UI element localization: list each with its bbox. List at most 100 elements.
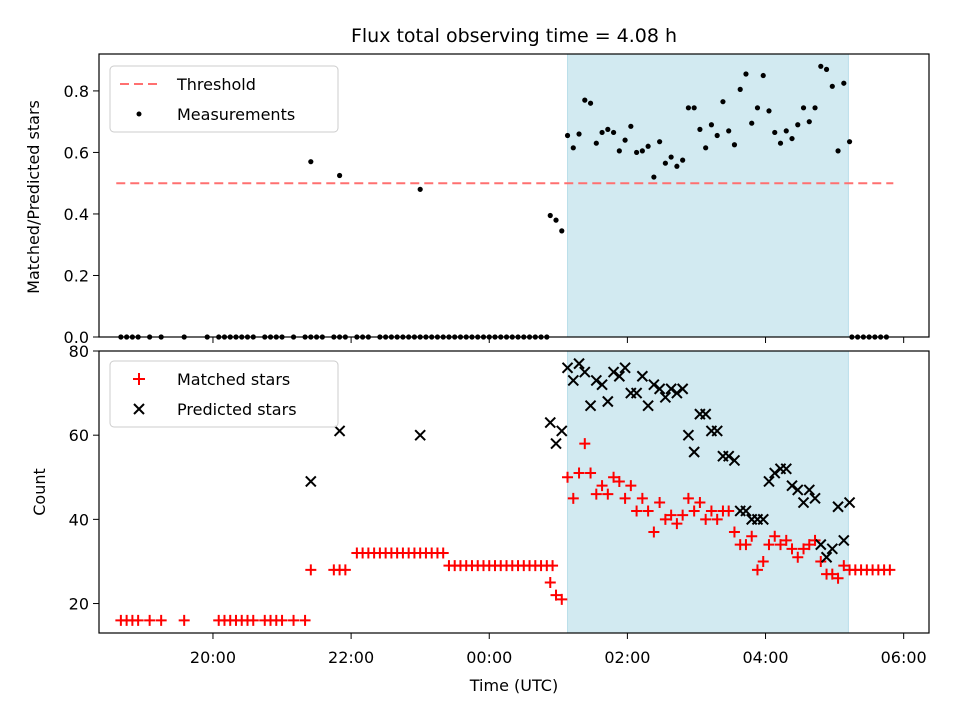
predicted-stars-points <box>305 357 856 563</box>
measurement-point <box>800 105 807 111</box>
matched-stars-point <box>769 530 781 542</box>
matched-stars-point <box>786 543 798 555</box>
y-tick-label: 0.4 <box>64 205 89 224</box>
measurement-point <box>634 149 640 156</box>
top-axes-frame <box>98 53 930 338</box>
measurement-point <box>616 148 622 154</box>
matched-stars-point <box>619 492 631 504</box>
y-tick-label: 20 <box>69 595 89 614</box>
x-tick-label: 00:00 <box>466 648 512 667</box>
matched-stars-point <box>562 471 574 483</box>
measurement-point <box>737 86 743 92</box>
measurement-point <box>772 129 778 136</box>
measurement-point <box>720 99 726 105</box>
top-y-ticks: 0.0 0.2 0.4 0.6 0.8 <box>64 82 99 347</box>
predicted-stars-point <box>803 484 815 496</box>
predicted-stars-point <box>820 551 833 563</box>
matched-stars-point <box>608 471 620 483</box>
matched-stars-point <box>700 513 712 525</box>
y-tick-label: 80 <box>69 342 89 361</box>
matched-stars-point <box>659 513 671 525</box>
matched-stars-point <box>694 497 706 509</box>
bottom-y-ticks: 20 40 60 80 <box>69 342 99 614</box>
measurement-point <box>605 126 611 132</box>
measurement-point <box>749 120 755 126</box>
predicted-stars-point <box>630 387 643 399</box>
measurement-point <box>789 135 795 142</box>
matched-stars-point <box>763 539 775 551</box>
measurement-point <box>639 148 645 154</box>
measurement-point <box>743 71 749 77</box>
matched-stars-point <box>648 526 660 538</box>
matched-stars-point <box>276 614 288 626</box>
top-y-axis-label: Matched/Predicted stars <box>24 100 43 294</box>
matched-stars-point <box>809 534 821 546</box>
matched-stars-point <box>728 526 740 538</box>
predicted-stars-point <box>619 362 631 374</box>
predicted-stars-point <box>757 513 769 526</box>
matched-stars-point <box>155 614 167 626</box>
matched-stars-point <box>556 593 568 605</box>
bottom-x-ticks: 20:00 22:00 00:00 02:00 04:00 06:00 <box>190 633 927 667</box>
predicted-stars-point <box>596 378 608 391</box>
matched-stars-point <box>751 564 763 576</box>
predicted-stars-point <box>792 484 804 496</box>
measurement-point <box>308 159 314 165</box>
matched-stars-point <box>654 497 666 509</box>
predicted-stars-point <box>333 425 346 437</box>
top-x-ticks <box>212 337 905 343</box>
predicted-stars-point <box>786 479 798 492</box>
predicted-stars-point <box>809 492 821 505</box>
matched-stars-point <box>631 505 643 517</box>
predicted-stars-point <box>740 505 752 517</box>
measurement-point <box>766 108 772 114</box>
ratio-panel: 0.0 0.2 0.4 0.6 0.8 Flux total observing tim… <box>24 25 930 347</box>
x-axis-label: Time (UTC) <box>469 676 558 695</box>
matched-stars-point <box>437 547 449 559</box>
matched-stars-point <box>803 539 815 551</box>
bottom-legend: Matched stars Predicted stars <box>109 360 339 428</box>
measurement-point <box>714 132 720 139</box>
measurement-point <box>547 212 553 219</box>
matched-stars-point <box>178 614 190 626</box>
measurement-point <box>417 186 423 192</box>
matched-stars-point <box>547 560 559 572</box>
predicted-stars-point <box>659 391 672 404</box>
measurement-point <box>754 105 761 111</box>
measurement-point <box>777 140 784 146</box>
predicted-stars-point <box>682 429 695 441</box>
predicted-stars-point <box>602 395 614 408</box>
predicted-stars-point <box>556 425 568 437</box>
predicted-stars-point <box>613 370 626 382</box>
predicted-stars-point <box>305 475 317 488</box>
matched-stars-point <box>792 551 804 563</box>
predicted-stars-point <box>699 408 712 420</box>
matched-stars-point <box>884 564 896 576</box>
measurement-point <box>691 105 697 111</box>
measurement-point <box>726 128 732 134</box>
bottom-y-axis-label: Count <box>30 468 49 516</box>
top-shaded-interval <box>567 53 849 338</box>
bottom-legend-box <box>109 360 339 428</box>
measurement-point <box>657 139 663 145</box>
measurement-point <box>628 123 634 129</box>
matched-stars-point <box>677 509 689 521</box>
y-tick-label: 0.2 <box>64 266 89 285</box>
matched-stars-point <box>757 555 769 567</box>
predicted-stars-point <box>826 543 839 555</box>
measurement-point <box>846 139 853 145</box>
predicted-stars-point <box>573 357 585 370</box>
matched-stars-point <box>832 572 844 584</box>
measurement-point <box>841 80 847 86</box>
measurement-point <box>553 217 559 223</box>
predicted-stars-point <box>584 400 597 412</box>
predicted-stars-point <box>797 496 810 509</box>
measurement-point <box>823 66 830 72</box>
matched-stars-point <box>247 614 259 626</box>
predicted-stars-point <box>561 362 574 374</box>
measurement-point <box>651 174 657 180</box>
matched-stars-point <box>665 509 677 521</box>
matched-stars-point <box>740 539 752 551</box>
predicted-stars-point <box>665 383 677 395</box>
